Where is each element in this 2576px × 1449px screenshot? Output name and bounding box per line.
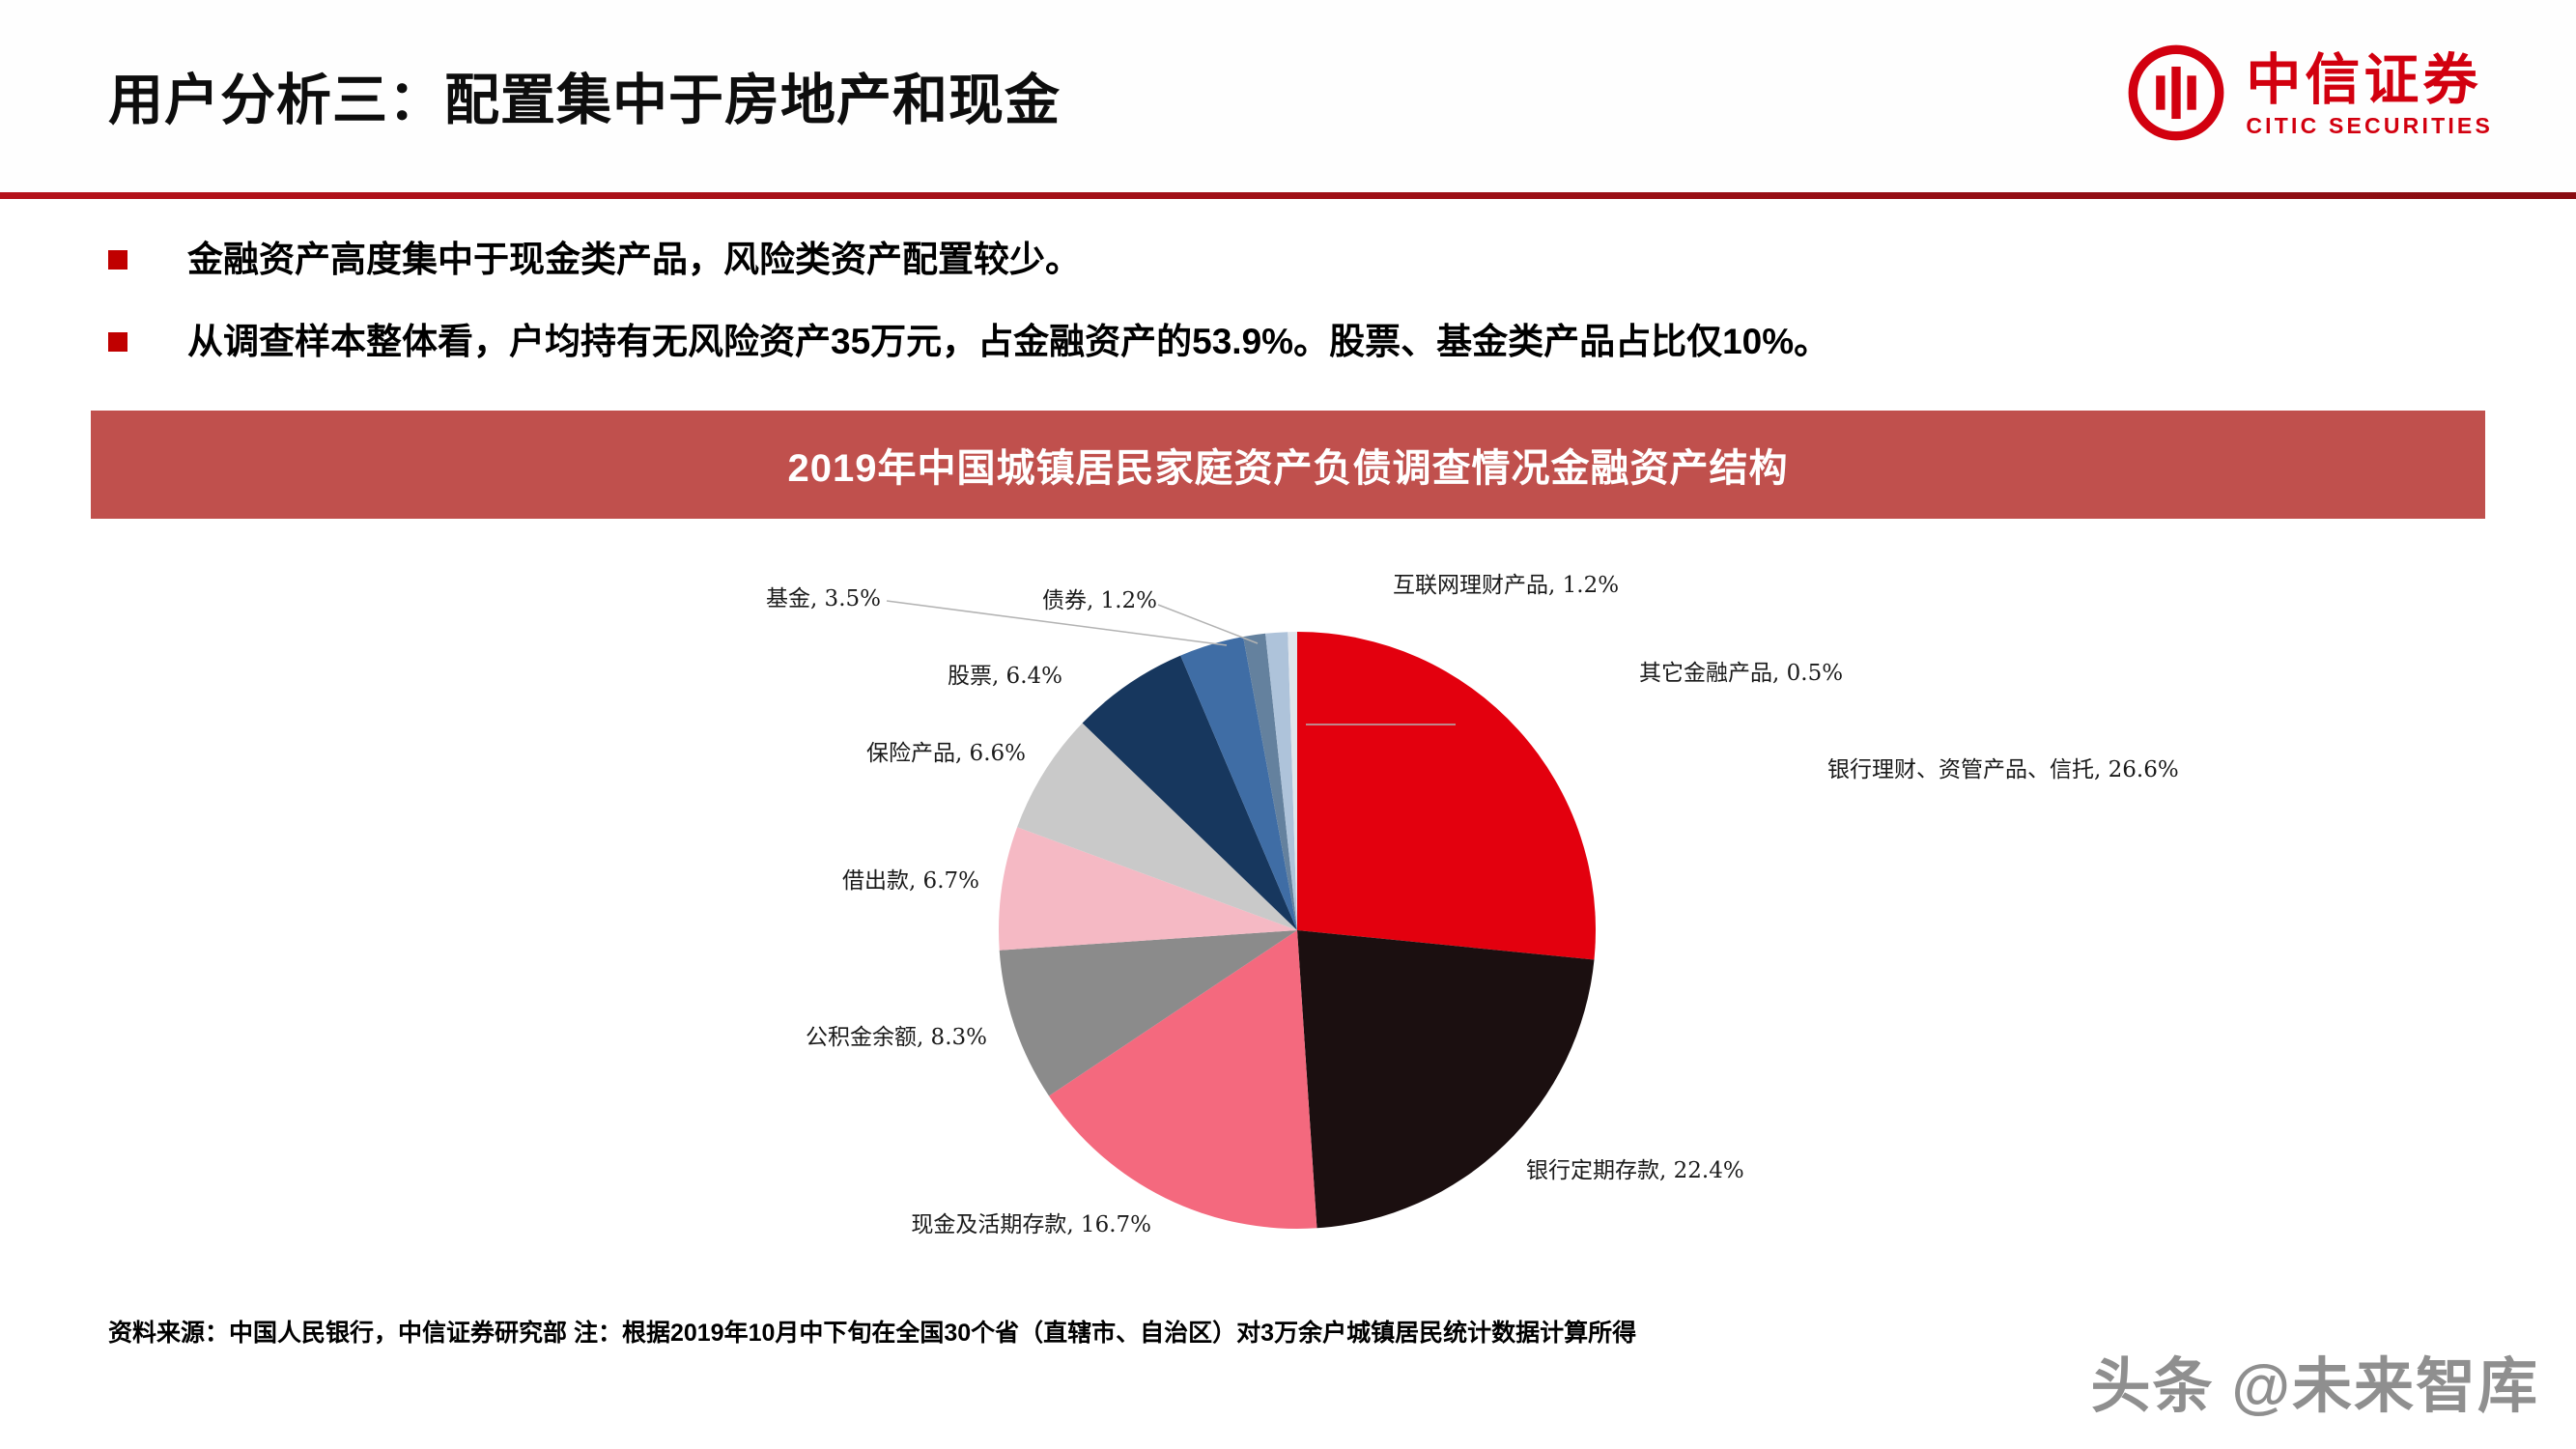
bullet-square-icon bbox=[108, 332, 127, 353]
brand-logo: 中信证券 CITIC SECURITIES bbox=[2126, 43, 2493, 148]
pie-label-housing-fund: 公积金余额, 8.3% bbox=[805, 1025, 987, 1050]
pie-slice-5 bbox=[1017, 723, 1297, 930]
watermark: 头条 @未来智库 bbox=[2091, 1337, 2539, 1424]
pie-slice-10 bbox=[1288, 632, 1297, 930]
header-divider bbox=[0, 192, 2576, 199]
pie-slice-8 bbox=[1243, 633, 1297, 930]
page-title: 用户分析三：配置集中于房地产和现金 bbox=[108, 70, 1061, 131]
pie-label-stock: 股票, 6.4% bbox=[947, 664, 1062, 689]
pie-label-internet-wealth: 互联网理财产品, 1.2% bbox=[1393, 573, 1620, 598]
pie-label-bond: 债券, 1.2% bbox=[1041, 588, 1157, 613]
bullet-list: 金融资产高度集中于现金类产品，风险类资产配置较少。 从调查样本整体看，户均持有无… bbox=[108, 238, 1829, 402]
chart-title-banner: 2019年中国城镇居民家庭资产负债调查情况金融资产结构 bbox=[91, 411, 2485, 519]
watermark-handle: @未来智库 bbox=[2231, 1353, 2539, 1420]
leader-line bbox=[886, 600, 1228, 646]
pie-slice-4 bbox=[999, 827, 1297, 951]
pie-slice-6 bbox=[1082, 655, 1297, 930]
pie-label-other-financial: 其它金融产品, 0.5% bbox=[1639, 661, 1844, 686]
chart-title: 2019年中国城镇居民家庭资产负债调查情况金融资产结构 bbox=[787, 447, 1789, 490]
source-note: 资料来源：中国人民银行，中信证券研究部 注：根据2019年10月中下旬在全国30… bbox=[108, 1320, 1637, 1347]
pie-label-lending: 借出款, 6.7% bbox=[841, 868, 979, 894]
brand-name: 中信证券 CITIC SECURITIES bbox=[2246, 51, 2493, 139]
citic-emblem-icon bbox=[2126, 43, 2226, 148]
bullet-text: 从调查样本整体看，户均持有无风险资产35万元，占金融资产的53.9%。股票、基金… bbox=[187, 322, 1830, 362]
bullet-text: 金融资产高度集中于现金类产品，风险类资产配置较少。 bbox=[187, 240, 1081, 279]
pie-slice-2 bbox=[1049, 930, 1317, 1229]
pie-slice-1 bbox=[1297, 930, 1595, 1229]
pie-label-fund: 基金, 3.5% bbox=[765, 586, 881, 611]
pie-slice-3 bbox=[999, 930, 1297, 1096]
pie-label-time-deposit: 银行定期存款, 22.4% bbox=[1526, 1158, 1744, 1183]
bullet-square-icon bbox=[108, 250, 127, 270]
pie-slice-0 bbox=[1297, 632, 1597, 960]
brand-name-en: CITIC SECURITIES bbox=[2246, 112, 2493, 138]
pie-slice-7 bbox=[1180, 637, 1297, 930]
bullet-item: 从调查样本整体看，户均持有无风险资产35万元，占金融资产的53.9%。股票、基金… bbox=[108, 320, 1829, 363]
watermark-logo-text: 头条 bbox=[2090, 1353, 2215, 1420]
bullet-item: 金融资产高度集中于现金类产品，风险类资产配置较少。 bbox=[108, 238, 1829, 281]
header: 用户分析三：配置集中于房地产和现金 中信证券 CITIC SECURITIES bbox=[0, 0, 2576, 192]
pie-label-cash-deposit: 现金及活期存款, 16.7% bbox=[911, 1212, 1151, 1237]
pie-label-bank-wealth: 银行理财、资管产品、信托, 26.6% bbox=[1827, 757, 2179, 782]
brand-name-cn: 中信证券 bbox=[2246, 47, 2482, 113]
leader-line bbox=[1157, 604, 1259, 644]
pie-slice-9 bbox=[1265, 632, 1297, 930]
pie-label-insurance: 保险产品, 6.6% bbox=[865, 741, 1026, 766]
